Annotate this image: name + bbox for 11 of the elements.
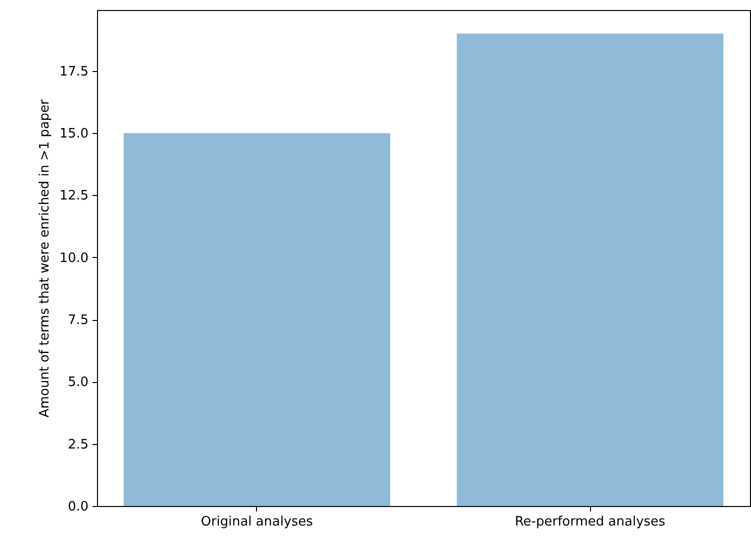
y-tick-label: 17.5 [60, 64, 88, 80]
y-tick-label: 0.0 [68, 500, 88, 514]
y-tick-label: 10.0 [60, 250, 88, 266]
y-tick-label: 12.5 [60, 188, 88, 204]
y-tick-label: 2.5 [68, 437, 88, 452]
y-axis-title: Amount of terms that were enriched in >1 paper [38, 98, 53, 418]
y-tick-label: 5.0 [68, 375, 88, 390]
y-tick-label: 15.0 [60, 126, 88, 142]
y-tick-label: 7.5 [68, 313, 88, 328]
x-tick-label: Re-performed analyses [514, 514, 666, 530]
x-tick-label: Original analyses [200, 514, 314, 530]
